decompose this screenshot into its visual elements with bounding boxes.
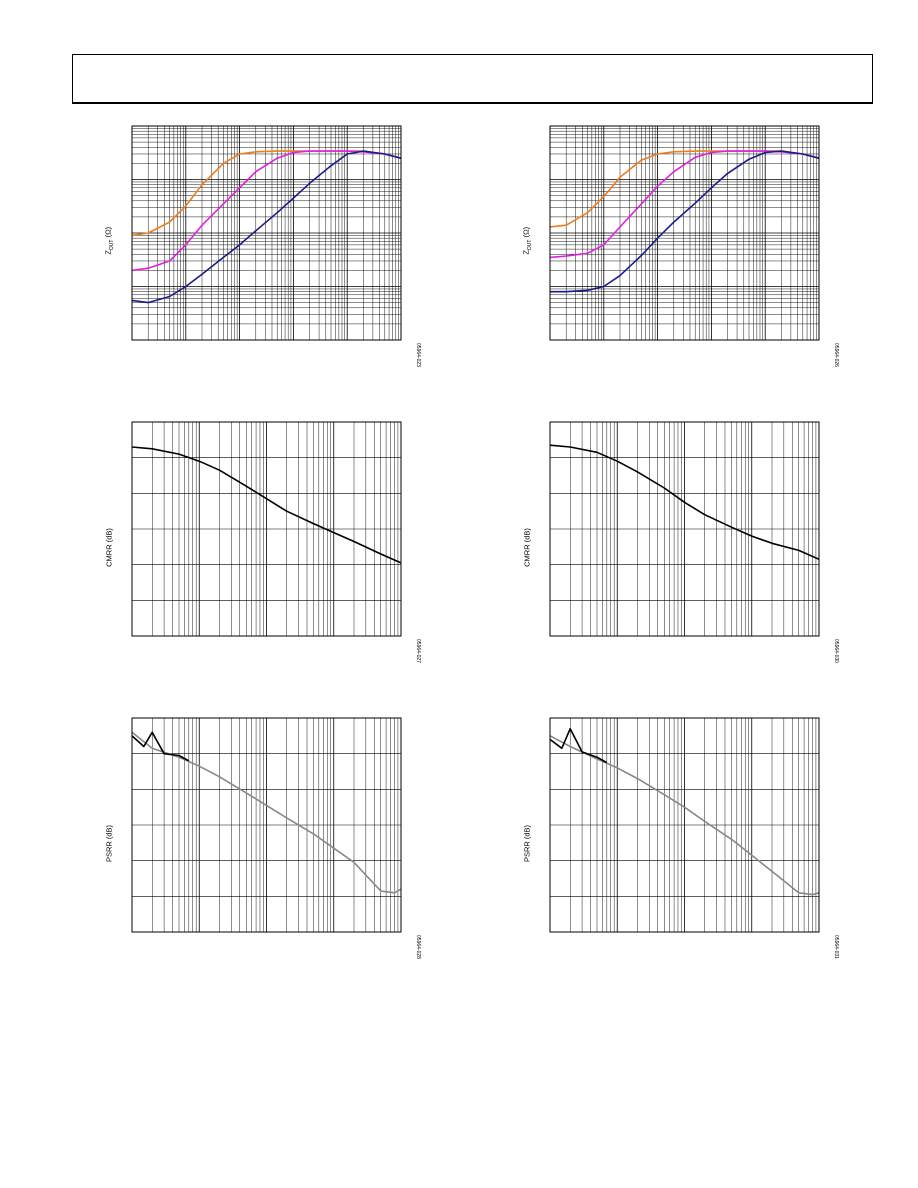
cmrr-left-plot <box>131 421 402 637</box>
series-line-2 <box>550 150 820 293</box>
y-axis-label: ZOUT (Ω) <box>521 226 533 255</box>
y-axis-label: PSRR (dB) <box>522 824 532 863</box>
zout-chart-right: ZOUT (Ω) 05964-026 <box>514 120 854 380</box>
y-axis-label: CMRR (dB) <box>522 528 532 567</box>
cmrr-right-plot <box>549 421 820 637</box>
figure-id: 05964-028 <box>415 935 421 959</box>
cmrr-chart-right: CMRR (dB) 05964-030 <box>514 416 854 676</box>
zout-left-plot <box>131 125 402 341</box>
series-line-0 <box>131 731 402 894</box>
figure-id: 05964-023 <box>415 343 421 367</box>
plot-frame <box>549 717 820 933</box>
figure-id: 05964-026 <box>833 343 839 367</box>
y-axis-label: PSRR (dB) <box>104 824 114 863</box>
grid <box>549 126 819 341</box>
zout-right-plot <box>549 125 820 341</box>
plot-frame <box>549 125 820 341</box>
figure-id: 05964-031 <box>833 935 839 959</box>
plot-frame <box>131 421 402 637</box>
series-line-1 <box>549 727 608 764</box>
series-line-1 <box>131 731 190 762</box>
plot-frame <box>131 125 402 341</box>
psrr-left-plot <box>131 717 402 933</box>
series-line-2 <box>131 150 402 304</box>
series-line-1 <box>131 150 402 272</box>
psrr-chart-left: PSRR (dB) 05964-028 <box>96 712 436 972</box>
page-header-frame <box>72 54 873 104</box>
psrr-right-plot <box>549 717 820 933</box>
figure-id: 05964-030 <box>833 639 839 663</box>
cmrr-chart-left: CMRR (dB) 05964-027 <box>96 416 436 676</box>
y-axis-label: ZOUT (Ω) <box>103 226 115 255</box>
psrr-chart-right: PSRR (dB) 05964-031 <box>514 712 854 972</box>
y-axis-label: CMRR (dB) <box>104 528 114 567</box>
series-line-0 <box>549 735 820 896</box>
zout-chart-left: ZOUT (Ω) 05964-023 <box>96 120 436 380</box>
plot-frame <box>131 717 402 933</box>
grid <box>549 717 819 933</box>
series-line-0 <box>549 444 820 561</box>
series-line-0 <box>131 446 402 564</box>
grid <box>549 421 819 637</box>
plot-frame <box>549 421 820 637</box>
figure-id: 05964-027 <box>415 639 421 663</box>
grid <box>131 421 401 637</box>
